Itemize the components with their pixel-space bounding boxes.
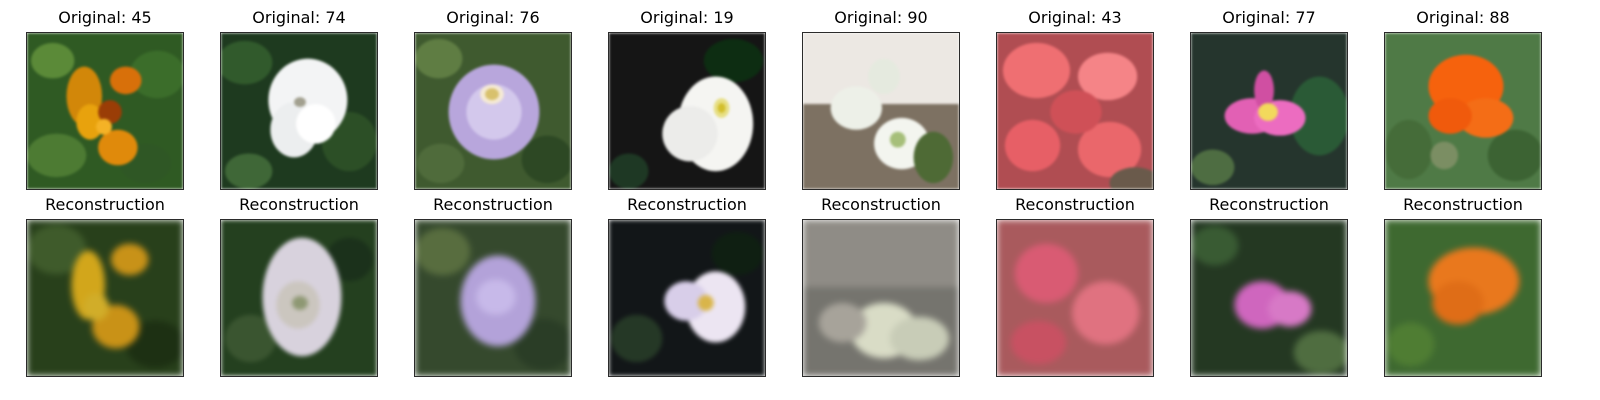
reconstruction-image-5	[802, 219, 960, 377]
reconstruction-title-2: Reconstruction	[239, 195, 359, 214]
reconstruction-title-8: Reconstruction	[1403, 195, 1523, 214]
reconstruction-image-4	[608, 219, 766, 377]
original-image-1	[26, 32, 184, 190]
original-image-2	[220, 32, 378, 190]
reconstruction-title-3: Reconstruction	[433, 195, 553, 214]
reconstruction-image-7	[1190, 219, 1348, 377]
original-image-6	[996, 32, 1154, 190]
original-title-8: Original: 88	[1416, 8, 1510, 27]
reconstruction-title-4: Reconstruction	[627, 195, 747, 214]
reconstruction-image-2	[220, 219, 378, 377]
original-title-5: Original: 90	[834, 8, 928, 27]
reconstruction-image-3	[414, 219, 572, 377]
reconstruction-image-1	[26, 219, 184, 377]
original-image-3	[414, 32, 572, 190]
reconstruction-title-5: Reconstruction	[821, 195, 941, 214]
reconstruction-title-6: Reconstruction	[1015, 195, 1135, 214]
original-title-1: Original: 45	[58, 8, 152, 27]
original-title-3: Original: 76	[446, 8, 540, 27]
reconstruction-image-6	[996, 219, 1154, 377]
original-image-8	[1384, 32, 1542, 190]
original-title-2: Original: 74	[252, 8, 346, 27]
original-title-4: Original: 19	[640, 8, 734, 27]
original-image-7	[1190, 32, 1348, 190]
original-title-6: Original: 43	[1028, 8, 1122, 27]
reconstruction-title-1: Reconstruction	[45, 195, 165, 214]
reconstruction-image-8	[1384, 219, 1542, 377]
original-image-5	[802, 32, 960, 190]
reconstruction-title-7: Reconstruction	[1209, 195, 1329, 214]
original-image-4	[608, 32, 766, 190]
image-grid: Original: 45 Reconstruction	[26, 0, 1546, 400]
original-title-7: Original: 77	[1222, 8, 1316, 27]
